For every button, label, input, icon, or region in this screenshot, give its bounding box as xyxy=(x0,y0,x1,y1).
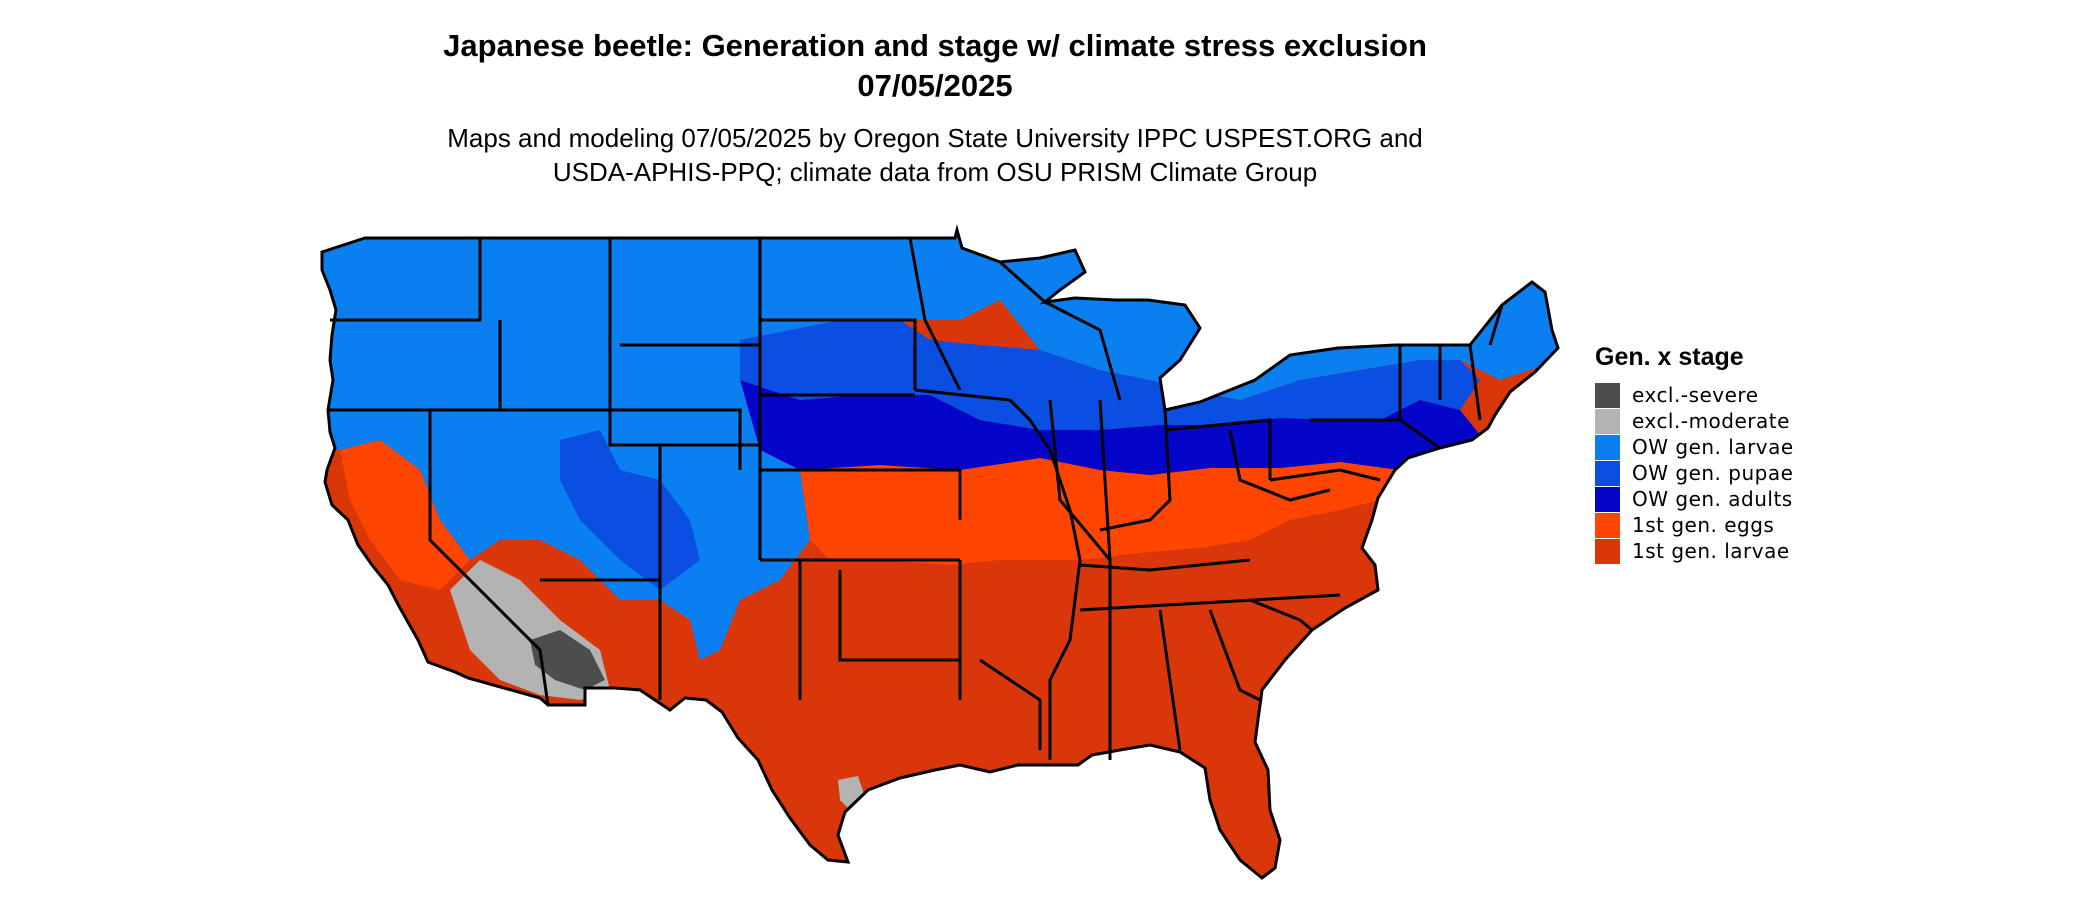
legend-item: 1st gen. eggs xyxy=(1595,512,1794,538)
legend-item: excl.-moderate xyxy=(1595,408,1794,434)
state-borders xyxy=(320,228,1560,880)
legend-swatch xyxy=(1595,538,1620,564)
ow-adults-region xyxy=(740,380,1480,475)
legend-label: OW gen. pupae xyxy=(1632,461,1794,485)
legend-swatch xyxy=(1595,512,1620,538)
legend: Gen. x stage excl.-severe excl.-moderate O… xyxy=(1595,342,1794,564)
legend-item: OW gen. adults xyxy=(1595,486,1794,512)
legend-swatch xyxy=(1595,460,1620,486)
legend-label: 1st gen. eggs xyxy=(1632,513,1775,537)
legend-swatch xyxy=(1595,382,1620,408)
legend-label: excl.-moderate xyxy=(1632,409,1790,433)
map-subtitle-line1: Maps and modeling 07/05/2025 by Oregon S… xyxy=(447,123,1423,153)
legend-item: 1st gen. larvae xyxy=(1595,538,1794,564)
map-subtitle-line2: USDA-APHIS-PPQ; climate data from OSU PR… xyxy=(552,157,1318,187)
excl-severe-southwest xyxy=(530,630,605,690)
map-date: 07/05/2025 xyxy=(857,68,1013,103)
legend-label: excl.-severe xyxy=(1632,383,1759,407)
us-stage-map xyxy=(320,228,1560,880)
legend-title: Gen. x stage xyxy=(1595,343,1744,371)
legend-items: excl.-severe excl.-moderate OW gen. larvae… xyxy=(1595,382,1794,564)
ow-larvae-northwest xyxy=(322,230,1000,660)
legend-label: OW gen. larvae xyxy=(1632,435,1794,459)
legend-label: OW gen. adults xyxy=(1632,487,1793,511)
legend-item: excl.-severe xyxy=(1595,382,1794,408)
legend-label: 1st gen. larvae xyxy=(1632,539,1790,563)
legend-item: OW gen. larvae xyxy=(1595,434,1794,460)
legend-swatch xyxy=(1595,434,1620,460)
ow-pupae-west xyxy=(560,430,700,590)
legend-swatch xyxy=(1595,408,1620,434)
gen1-eggs-west xyxy=(340,440,470,590)
ow-pupae-region xyxy=(740,320,1480,430)
legend-swatch xyxy=(1595,486,1620,512)
legend-item: OW gen. pupae xyxy=(1595,460,1794,486)
map-title: Japanese beetle: Generation and stage w/… xyxy=(443,28,1427,63)
